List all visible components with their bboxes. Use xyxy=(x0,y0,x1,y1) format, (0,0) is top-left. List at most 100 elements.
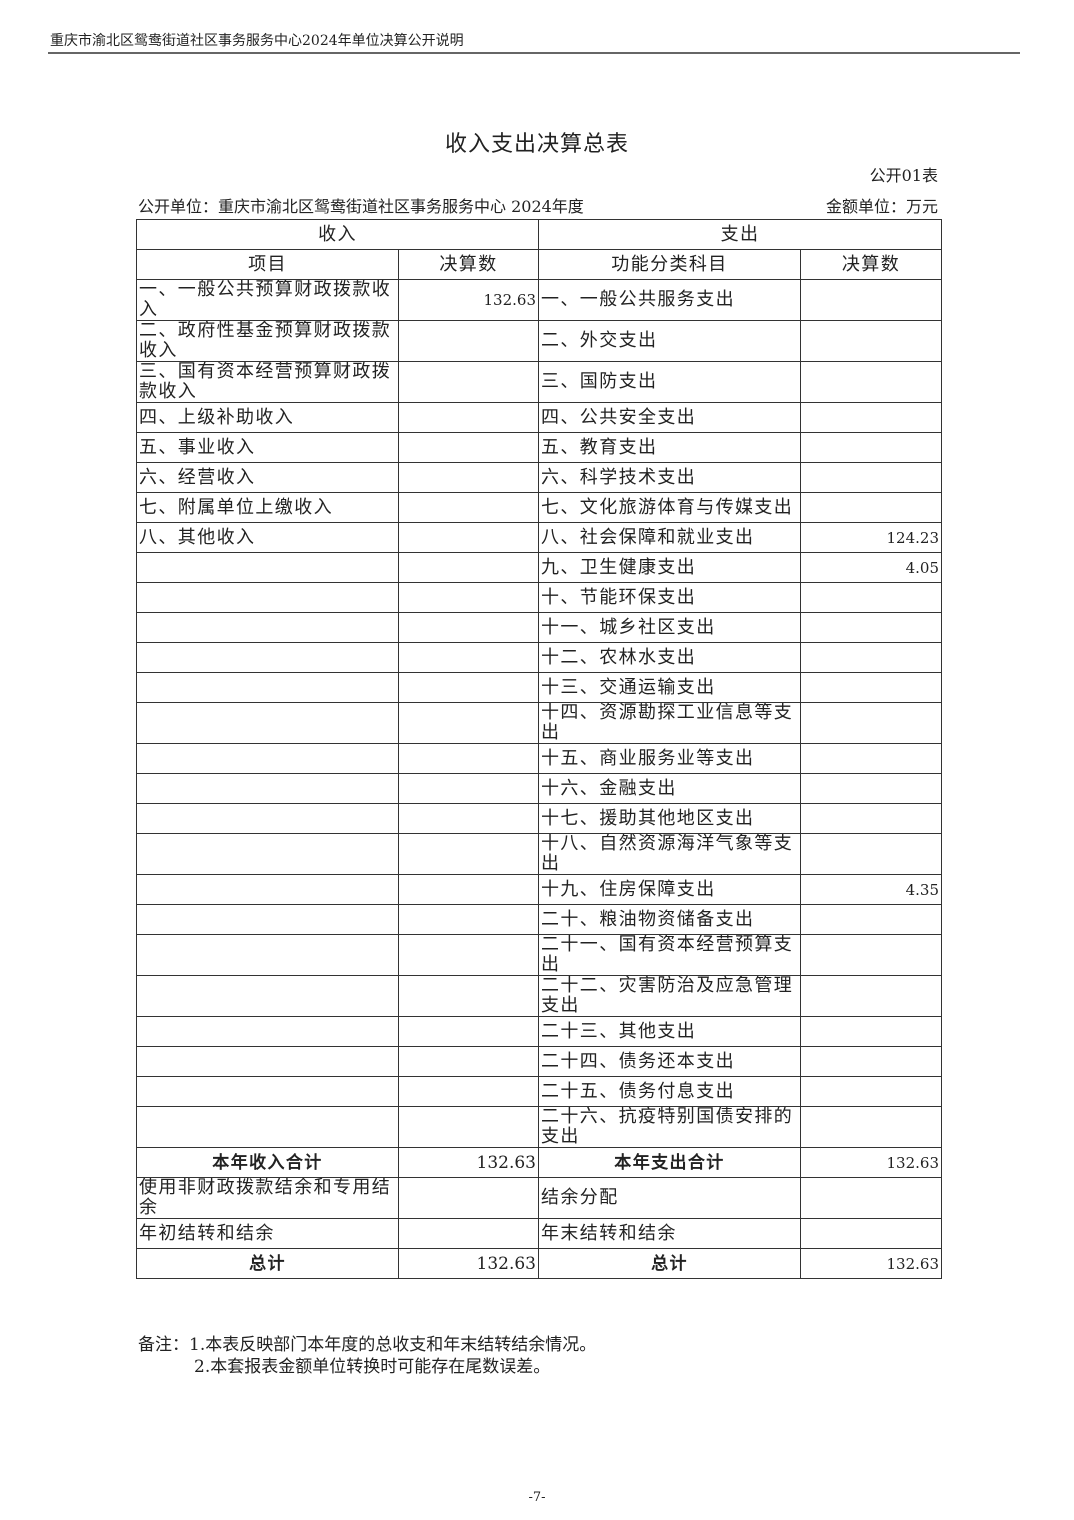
expense-item: 九、卫生健康支出 xyxy=(538,552,801,583)
income-item xyxy=(136,612,399,643)
income-item: 使用非财政拨款结余和专用结余 xyxy=(136,1177,399,1219)
expense-item: 二十四、债务还本支出 xyxy=(538,1046,801,1077)
income-amount xyxy=(398,672,539,703)
header-rule xyxy=(48,52,1020,54)
reporting-unit: 公开单位：重庆市渝北区鸳鸯街道社区事务服务中心 2024年度 xyxy=(138,197,584,216)
note-1: 备注：1.本表反映部门本年度的总收支和年末结转结余情况。 xyxy=(138,1335,597,1355)
expense-amount xyxy=(800,320,942,362)
expense-item: 八、社会保障和就业支出 xyxy=(538,522,801,553)
income-amount xyxy=(398,975,539,1017)
expense-item: 十七、援助其他地区支出 xyxy=(538,803,801,834)
income-item xyxy=(136,552,399,583)
income-amount xyxy=(398,1218,539,1249)
table-row: 二十四、债务还本支出 xyxy=(136,1046,942,1077)
income-amount xyxy=(398,462,539,493)
expense-amount xyxy=(800,492,942,523)
income-amount xyxy=(398,582,539,613)
income-item xyxy=(136,1016,399,1047)
table-row: 二十六、抗疫特别国债安排的支出 xyxy=(136,1106,942,1148)
expense-item: 五、教育支出 xyxy=(538,432,801,463)
expense-amount xyxy=(800,1016,942,1047)
expense-item: 二十二、灾害防治及应急管理支出 xyxy=(538,975,801,1017)
income-amount xyxy=(398,361,539,403)
table-row: 十三、交通运输支出 xyxy=(136,672,942,703)
income-item: 一、一般公共预算财政拨款收入 xyxy=(136,279,399,321)
income-amount xyxy=(398,934,539,976)
expense-amount xyxy=(800,672,942,703)
notes: 备注：1.本表反映部门本年度的总收支和年末结转结余情况。 2.本套报表金额单位转… xyxy=(138,1334,596,1378)
expense-amount xyxy=(800,1106,942,1148)
income-item xyxy=(136,702,399,744)
income-item: 年初结转和结余 xyxy=(136,1218,399,1249)
total-row: 总计 132.63 总计 132.63 xyxy=(136,1248,942,1279)
expense-amount xyxy=(800,612,942,643)
expense-item: 四、公共安全支出 xyxy=(538,402,801,433)
expense-item: 一、一般公共服务支出 xyxy=(538,279,801,321)
expense-amount xyxy=(800,934,942,976)
table-row: 二十三、其他支出 xyxy=(136,1016,942,1047)
income-amount xyxy=(398,743,539,774)
total-row-income-amount: 132.63 xyxy=(398,1248,539,1279)
expense-amount xyxy=(800,803,942,834)
expense-item: 十四、资源勘探工业信息等支出 xyxy=(538,702,801,744)
expense-item: 十九、住房保障支出 xyxy=(538,874,801,905)
amount2-column-header: 决算数 xyxy=(800,249,942,280)
expense-item: 二、外交支出 xyxy=(538,320,801,362)
expense-amount xyxy=(800,1046,942,1077)
income-amount xyxy=(398,773,539,804)
expense-amount xyxy=(800,904,942,935)
expense-amount xyxy=(800,1218,942,1249)
income-item: 二、政府性基金预算财政拨款收入 xyxy=(136,320,399,362)
table-row: 二、政府性基金预算财政拨款收入 二、外交支出 xyxy=(136,320,942,362)
form-number: 公开01表 xyxy=(869,166,938,185)
subtotal-row-income-label: 本年收入合计 xyxy=(136,1147,399,1178)
running-header: 重庆市渝北区鸳鸯街道社区事务服务中心2024年单位决算公开说明 xyxy=(50,33,464,49)
category-column-header: 功能分类科目 xyxy=(538,249,801,280)
expense-amount xyxy=(800,743,942,774)
expense-item: 六、科学技术支出 xyxy=(538,462,801,493)
income-item xyxy=(136,975,399,1017)
expense-amount xyxy=(800,1177,942,1219)
income-amount xyxy=(398,1076,539,1107)
expense-item: 二十三、其他支出 xyxy=(538,1016,801,1047)
expense-item: 结余分配 xyxy=(538,1177,801,1219)
income-section-header: 收入 xyxy=(136,219,539,250)
subtotal-row-expense-amount: 132.63 xyxy=(800,1147,942,1178)
income-item xyxy=(136,672,399,703)
income-amount xyxy=(398,1177,539,1219)
expense-item: 十一、城乡社区支出 xyxy=(538,612,801,643)
table-row: 七、附属单位上缴收入 七、文化旅游体育与传媒支出 xyxy=(136,492,942,523)
expense-item: 十五、商业服务业等支出 xyxy=(538,743,801,774)
income-item: 五、事业收入 xyxy=(136,432,399,463)
table-row: 十七、援助其他地区支出 xyxy=(136,803,942,834)
total-row-expense-label: 总计 xyxy=(538,1248,801,1279)
expense-amount xyxy=(800,582,942,613)
income-amount xyxy=(398,803,539,834)
income-item xyxy=(136,1076,399,1107)
table-row: 二十、粮油物资储备支出 xyxy=(136,904,942,935)
income-amount xyxy=(398,492,539,523)
table-row: 十六、金融支出 xyxy=(136,773,942,804)
table-row: 六、经营收入 六、科学技术支出 xyxy=(136,462,942,493)
income-item: 四、上级补助收入 xyxy=(136,402,399,433)
expense-amount xyxy=(800,1076,942,1107)
table-row: 三、国有资本经营预算财政拨款收入 三、国防支出 xyxy=(136,361,942,403)
table-row: 四、上级补助收入 四、公共安全支出 xyxy=(136,402,942,433)
table-title: 收入支出决算总表 xyxy=(444,132,629,157)
income-item: 三、国有资本经营预算财政拨款收入 xyxy=(136,361,399,403)
income-item xyxy=(136,934,399,976)
income-amount xyxy=(398,833,539,875)
expense-amount xyxy=(800,773,942,804)
table-row: 十、节能环保支出 xyxy=(136,582,942,613)
income-amount xyxy=(398,702,539,744)
income-item: 七、附属单位上缴收入 xyxy=(136,492,399,523)
table-row: 二十二、灾害防治及应急管理支出 xyxy=(136,975,942,1017)
total-row-expense-amount: 132.63 xyxy=(800,1248,942,1279)
income-amount xyxy=(398,552,539,583)
expense-amount xyxy=(800,402,942,433)
income-item xyxy=(136,642,399,673)
income-item xyxy=(136,773,399,804)
income-amount xyxy=(398,402,539,433)
income-amount xyxy=(398,904,539,935)
